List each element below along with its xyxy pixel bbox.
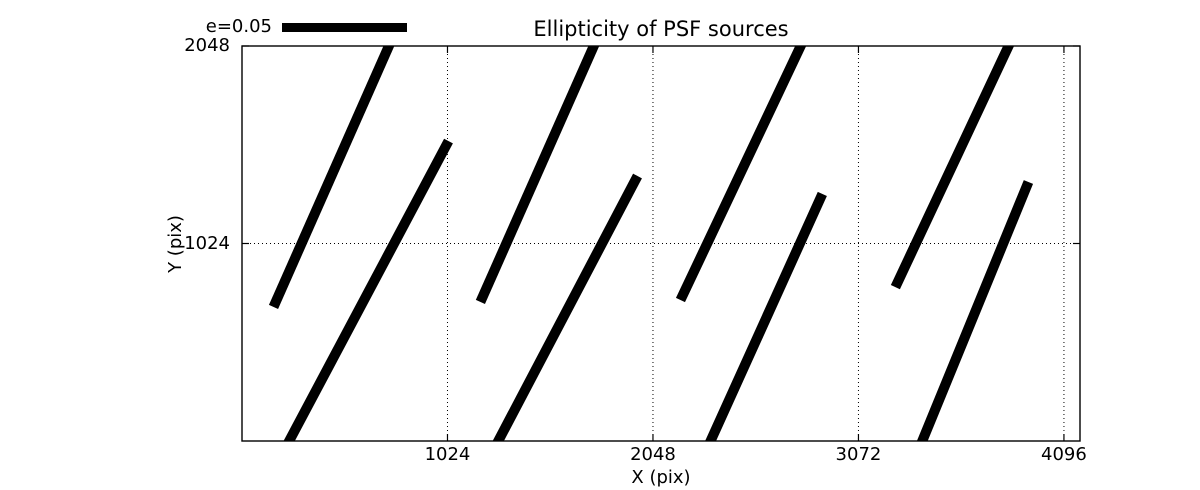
- whisker-segment: [283, 138, 453, 441]
- whisker-segment: [675, 46, 807, 303]
- whisker-segment: [890, 46, 1015, 290]
- whisker-segment: [268, 46, 395, 309]
- whisker-layer: [268, 46, 1034, 441]
- x-tick-label: 2048: [630, 444, 676, 465]
- whisker-segment: [475, 46, 600, 304]
- whisker-segment: [705, 191, 827, 441]
- whisker-segment: [492, 173, 642, 441]
- plot-border: [241, 45, 1081, 442]
- x-tick-label: 3072: [835, 444, 882, 465]
- whisker-segment: [916, 180, 1034, 441]
- legend-scale-bar: [282, 23, 407, 32]
- x-tick-label: 4096: [1041, 444, 1087, 465]
- legend-label: e=0.05: [205, 16, 272, 37]
- chart-title: Ellipticity of PSF sources: [533, 17, 789, 41]
- x-axis-label: X (pix): [631, 467, 691, 488]
- y-tick-label: 2048: [184, 35, 230, 56]
- y-tick-label: 1024: [184, 232, 230, 254]
- x-tick-label: 1024: [424, 444, 471, 465]
